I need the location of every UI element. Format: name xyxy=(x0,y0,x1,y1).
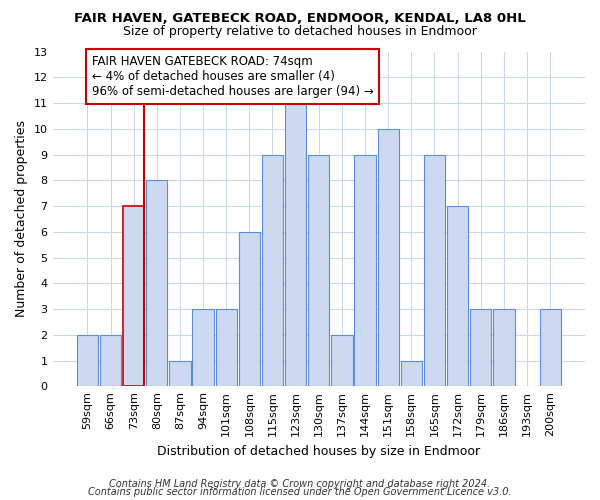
Bar xyxy=(193,309,214,386)
Bar xyxy=(355,154,376,386)
Text: FAIR HAVEN GATEBECK ROAD: 74sqm
← 4% of detached houses are smaller (4)
96% of s: FAIR HAVEN GATEBECK ROAD: 74sqm ← 4% of … xyxy=(92,56,373,98)
Text: Size of property relative to detached houses in Endmoor: Size of property relative to detached ho… xyxy=(123,25,477,38)
Bar xyxy=(146,180,167,386)
Bar xyxy=(77,335,98,386)
Bar xyxy=(377,129,399,386)
Bar xyxy=(401,360,422,386)
Y-axis label: Number of detached properties: Number of detached properties xyxy=(15,120,28,318)
Bar xyxy=(493,309,515,386)
Bar xyxy=(447,206,468,386)
X-axis label: Distribution of detached houses by size in Endmoor: Distribution of detached houses by size … xyxy=(157,444,481,458)
Bar xyxy=(215,309,237,386)
Bar xyxy=(308,154,329,386)
Bar xyxy=(262,154,283,386)
Bar xyxy=(470,309,491,386)
Bar xyxy=(169,360,191,386)
Text: Contains public sector information licensed under the Open Government Licence v3: Contains public sector information licen… xyxy=(88,487,512,497)
Bar xyxy=(424,154,445,386)
Text: Contains HM Land Registry data © Crown copyright and database right 2024.: Contains HM Land Registry data © Crown c… xyxy=(109,479,491,489)
Bar xyxy=(239,232,260,386)
Bar xyxy=(100,335,121,386)
Bar xyxy=(331,335,353,386)
Text: FAIR HAVEN, GATEBECK ROAD, ENDMOOR, KENDAL, LA8 0HL: FAIR HAVEN, GATEBECK ROAD, ENDMOOR, KEND… xyxy=(74,12,526,26)
Bar xyxy=(285,103,306,387)
Bar xyxy=(539,309,561,386)
Bar xyxy=(123,206,145,386)
